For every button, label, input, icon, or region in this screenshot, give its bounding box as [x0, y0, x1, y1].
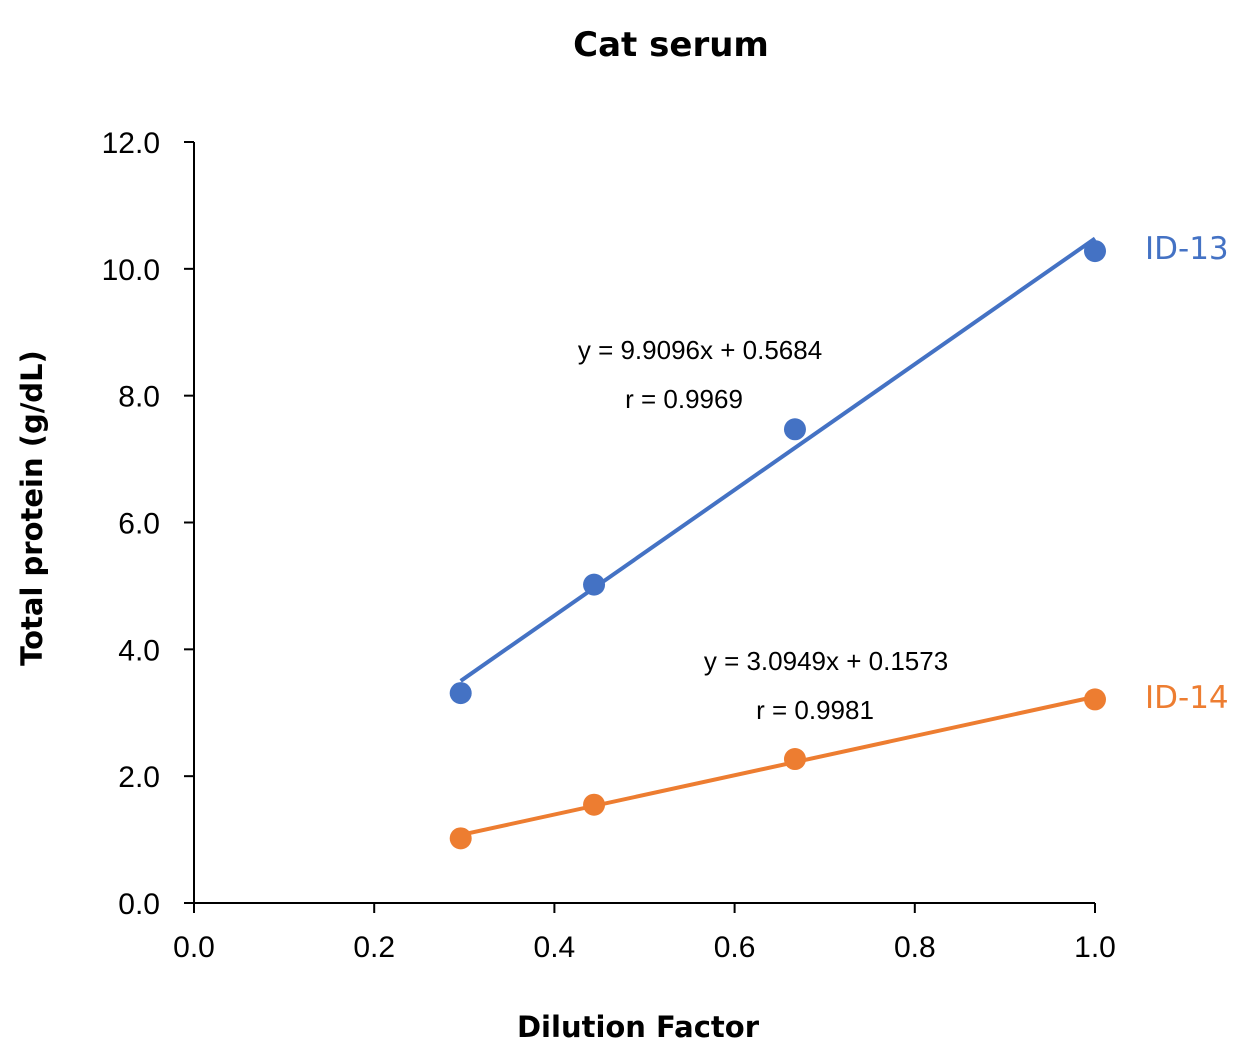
y-tick-label: 10.0 — [102, 254, 160, 287]
x-tick-label: 0.8 — [894, 931, 936, 964]
x-tick-label: 0.4 — [534, 931, 576, 964]
chart-marks: y = 9.9096x + 0.5684 r = 0.9969 ID-13 y = 3… — [449, 231, 1229, 850]
id-13-series-label: ID-13 — [1145, 231, 1229, 267]
id-14-point — [783, 748, 806, 771]
x-tick-label: 0.6 — [714, 931, 756, 964]
id-13-point — [583, 573, 606, 596]
axes: 0.0 2.0 4.0 6.0 8.0 10.0 12.0 0.0 0.2 0.4 0.6 0.8 1.… — [102, 127, 1116, 964]
id-13-r-value: r = 0.9969 — [625, 384, 743, 414]
id-13-point — [449, 682, 472, 705]
x-tick-label: 0.2 — [353, 931, 395, 964]
x-tick-label: 1.0 — [1074, 931, 1116, 964]
id-14-r-value: r = 0.9981 — [756, 695, 874, 725]
y-tick-label: 12.0 — [102, 127, 160, 160]
id-14-point — [449, 827, 472, 850]
id-13-point — [783, 418, 806, 441]
id-14-equation: y = 3.0949x + 0.1573 — [704, 646, 948, 676]
y-tick-label: 8.0 — [118, 381, 160, 414]
y-tick-label: 2.0 — [118, 761, 160, 794]
id-14-point — [1084, 688, 1106, 711]
id-14-series-label: ID-14 — [1145, 680, 1229, 716]
x-axis-label: Dilution Factor — [517, 1010, 760, 1044]
id-13-equation: y = 9.9096x + 0.5684 — [578, 335, 822, 365]
chart-title: Cat serum — [573, 25, 769, 65]
id-14-point — [583, 793, 606, 816]
y-axis-label: Total protein (g/dL) — [15, 350, 49, 666]
x-tick-label: 0.0 — [173, 931, 215, 964]
y-tick-label: 4.0 — [118, 634, 160, 667]
id-13-point — [1084, 240, 1106, 263]
id-13-trendline — [459, 236, 1097, 683]
id-14-trendline — [460, 694, 1096, 837]
y-tick-label: 0.0 — [118, 888, 160, 921]
y-tick-label: 6.0 — [118, 508, 160, 541]
